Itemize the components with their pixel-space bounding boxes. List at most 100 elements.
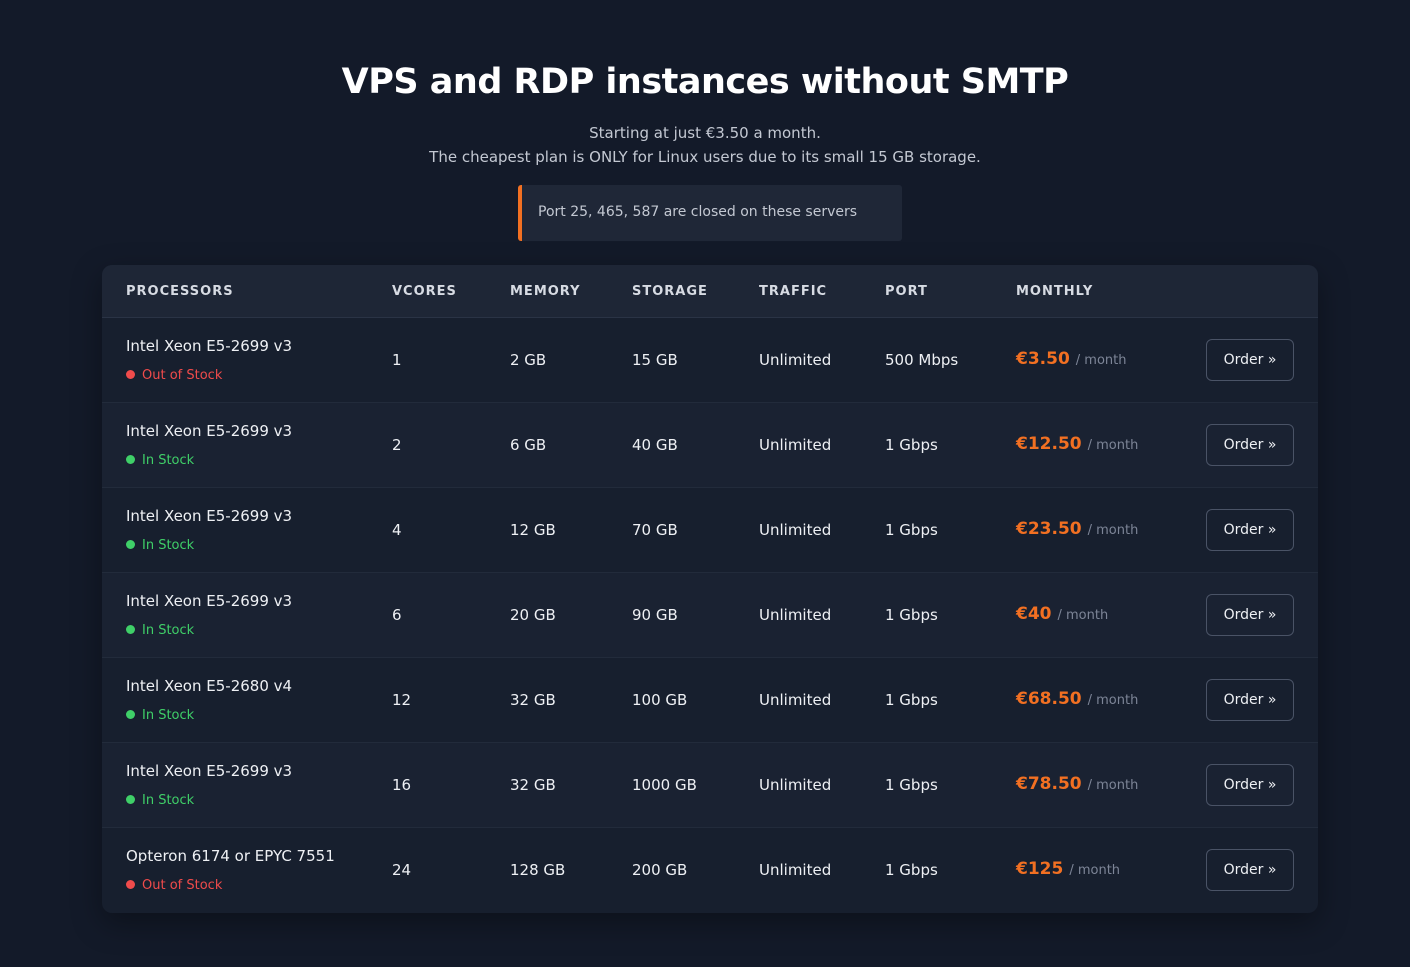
price-amount: €23.50 bbox=[1016, 519, 1082, 539]
processor-name: Intel Xeon E5-2699 v3 bbox=[126, 422, 293, 440]
table-row: Intel Xeon E5-2699 v3 In Stock 6 20 GB 90 GB… bbox=[102, 573, 1318, 658]
traffic-value: Unlimited bbox=[759, 861, 832, 879]
price-amount: €78.50 bbox=[1016, 774, 1082, 794]
order-button[interactable]: Order » bbox=[1206, 849, 1294, 891]
monthly-price: €3.50 / month bbox=[1016, 349, 1127, 369]
stock-status: In Stock bbox=[126, 708, 194, 723]
price-period: / month bbox=[1057, 608, 1109, 623]
storage-value: 100 GB bbox=[632, 691, 688, 709]
subtitle-line-2: The cheapest plan is ONLY for Linux user… bbox=[429, 148, 981, 166]
vcores-value: 1 bbox=[392, 351, 402, 369]
stock-status-label: In Stock bbox=[142, 793, 195, 808]
order-button[interactable]: Order » bbox=[1206, 679, 1294, 721]
stock-status-label: In Stock bbox=[142, 623, 195, 638]
storage-value: 90 GB bbox=[632, 606, 678, 624]
port-notice: Port 25, 465, 587 are closed on these se… bbox=[518, 185, 902, 241]
table-body: Intel Xeon E5-2699 v3 Out of Stock 1 2 GB 15… bbox=[102, 318, 1318, 913]
storage-value: 70 GB bbox=[632, 521, 678, 539]
memory-value: 6 GB bbox=[510, 436, 547, 454]
monthly-price: €40 / month bbox=[1016, 604, 1108, 624]
price-period: / month bbox=[1087, 438, 1139, 453]
vcores-value: 4 bbox=[392, 521, 402, 539]
monthly-price: €78.50 / month bbox=[1016, 774, 1138, 794]
order-button[interactable]: Order » bbox=[1206, 509, 1294, 551]
stock-status-dot-icon bbox=[126, 710, 135, 719]
memory-value: 128 GB bbox=[510, 861, 566, 879]
price-amount: €40 bbox=[1016, 604, 1052, 624]
stock-status: Out of Stock bbox=[126, 878, 222, 893]
page-title: VPS and RDP instances without SMTP bbox=[341, 62, 1069, 102]
storage-value: 40 GB bbox=[632, 436, 678, 454]
port-value: 1 Gbps bbox=[885, 436, 938, 454]
table-row: Intel Xeon E5-2699 v3 Out of Stock 1 2 GB 15… bbox=[102, 318, 1318, 403]
stock-status-dot-icon bbox=[126, 540, 135, 549]
vcores-value: 24 bbox=[392, 861, 412, 879]
price-period: / month bbox=[1075, 353, 1127, 368]
vcores-value: 2 bbox=[392, 436, 402, 454]
vcores-value: 16 bbox=[392, 776, 412, 794]
price-period: / month bbox=[1087, 523, 1139, 538]
price-amount: €125 bbox=[1016, 859, 1064, 879]
memory-value: 2 GB bbox=[510, 351, 547, 369]
column-header-traffic: TRAFFIC bbox=[759, 284, 828, 299]
stock-status-dot-icon bbox=[126, 880, 135, 889]
port-value: 1 Gbps bbox=[885, 861, 938, 879]
processor-name: Intel Xeon E5-2699 v3 bbox=[126, 337, 293, 355]
port-value: 500 Mbps bbox=[885, 351, 959, 369]
storage-value: 15 GB bbox=[632, 351, 678, 369]
column-header-port: PORT bbox=[885, 284, 928, 299]
stock-status-label: Out of Stock bbox=[142, 368, 223, 383]
table-row: Opteron 6174 or EPYC 7551 Out of Stock 24 1… bbox=[102, 828, 1318, 913]
traffic-value: Unlimited bbox=[759, 436, 832, 454]
processor-name: Intel Xeon E5-2699 v3 bbox=[126, 762, 293, 780]
memory-value: 20 GB bbox=[510, 606, 556, 624]
order-button[interactable]: Order » bbox=[1206, 424, 1294, 466]
stock-status-label: In Stock bbox=[142, 538, 195, 553]
stock-status: In Stock bbox=[126, 538, 194, 553]
pricing-table: PROCESSORS VCORES MEMORY STORAGE TRAFFIC… bbox=[102, 265, 1318, 913]
traffic-value: Unlimited bbox=[759, 521, 832, 539]
column-header-storage: STORAGE bbox=[632, 284, 708, 299]
order-button[interactable]: Order » bbox=[1206, 339, 1294, 381]
traffic-value: Unlimited bbox=[759, 691, 832, 709]
port-value: 1 Gbps bbox=[885, 521, 938, 539]
order-button[interactable]: Order » bbox=[1206, 594, 1294, 636]
monthly-price: €12.50 / month bbox=[1016, 434, 1138, 454]
column-header-monthly: MONTHLY bbox=[1016, 284, 1094, 299]
subtitle-line-1: Starting at just €3.50 a month. bbox=[589, 124, 821, 142]
storage-value: 1000 GB bbox=[632, 776, 697, 794]
port-value: 1 Gbps bbox=[885, 691, 938, 709]
column-header-memory: MEMORY bbox=[510, 284, 581, 299]
stock-status-dot-icon bbox=[126, 795, 135, 804]
price-amount: €12.50 bbox=[1016, 434, 1082, 454]
order-button[interactable]: Order » bbox=[1206, 764, 1294, 806]
processor-name: Intel Xeon E5-2680 v4 bbox=[126, 677, 293, 695]
traffic-value: Unlimited bbox=[759, 606, 832, 624]
table-header: PROCESSORS VCORES MEMORY STORAGE TRAFFIC… bbox=[102, 265, 1318, 318]
storage-value: 200 GB bbox=[632, 861, 688, 879]
stock-status-dot-icon bbox=[126, 625, 135, 634]
vcores-value: 12 bbox=[392, 691, 412, 709]
table-row: Intel Xeon E5-2699 v3 In Stock 16 32 GB 1000… bbox=[102, 743, 1318, 828]
stock-status: In Stock bbox=[126, 623, 194, 638]
processor-name: Intel Xeon E5-2699 v3 bbox=[126, 507, 293, 525]
memory-value: 32 GB bbox=[510, 776, 556, 794]
monthly-price: €68.50 / month bbox=[1016, 689, 1138, 709]
port-value: 1 Gbps bbox=[885, 606, 938, 624]
stock-status-dot-icon bbox=[126, 370, 135, 379]
traffic-value: Unlimited bbox=[759, 351, 832, 369]
traffic-value: Unlimited bbox=[759, 776, 832, 794]
price-period: / month bbox=[1087, 778, 1139, 793]
stock-status: In Stock bbox=[126, 793, 194, 808]
stock-status: Out of Stock bbox=[126, 368, 222, 383]
table-row: Intel Xeon E5-2699 v3 In Stock 2 6 GB 40 GB U… bbox=[102, 403, 1318, 488]
monthly-price: €23.50 / month bbox=[1016, 519, 1138, 539]
stock-status: In Stock bbox=[126, 453, 194, 468]
price-period: / month bbox=[1069, 863, 1121, 878]
price-period: / month bbox=[1087, 693, 1139, 708]
price-amount: €3.50 bbox=[1016, 349, 1070, 369]
price-amount: €68.50 bbox=[1016, 689, 1082, 709]
processor-name: Opteron 6174 or EPYC 7551 bbox=[126, 847, 335, 865]
vcores-value: 6 bbox=[392, 606, 402, 624]
